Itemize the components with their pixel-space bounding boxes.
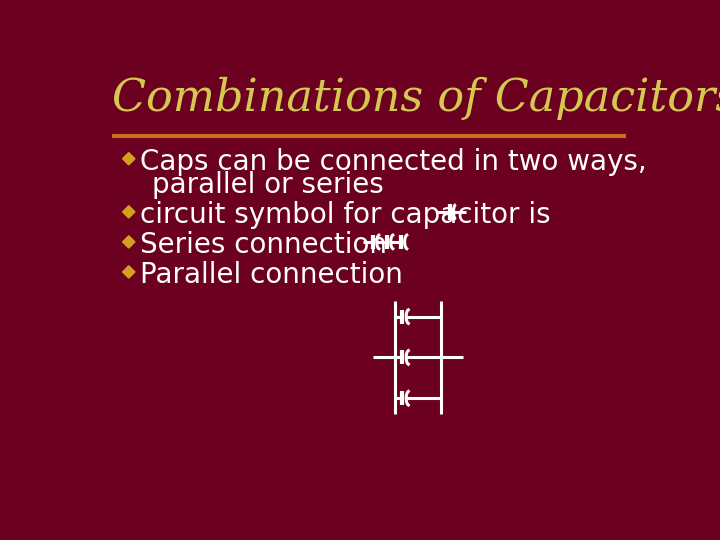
- Text: Caps can be connected in two ways,: Caps can be connected in two ways,: [140, 148, 647, 176]
- Text: Parallel connection: Parallel connection: [140, 261, 403, 289]
- Text: Series connection: Series connection: [140, 231, 387, 259]
- Text: circuit symbol for capacitor is: circuit symbol for capacitor is: [140, 201, 551, 229]
- Polygon shape: [122, 236, 135, 248]
- Polygon shape: [122, 153, 135, 165]
- Polygon shape: [122, 266, 135, 278]
- Text: parallel or series: parallel or series: [152, 171, 384, 199]
- Polygon shape: [122, 206, 135, 218]
- Text: Combinations of Capacitors: Combinations of Capacitors: [112, 76, 720, 119]
